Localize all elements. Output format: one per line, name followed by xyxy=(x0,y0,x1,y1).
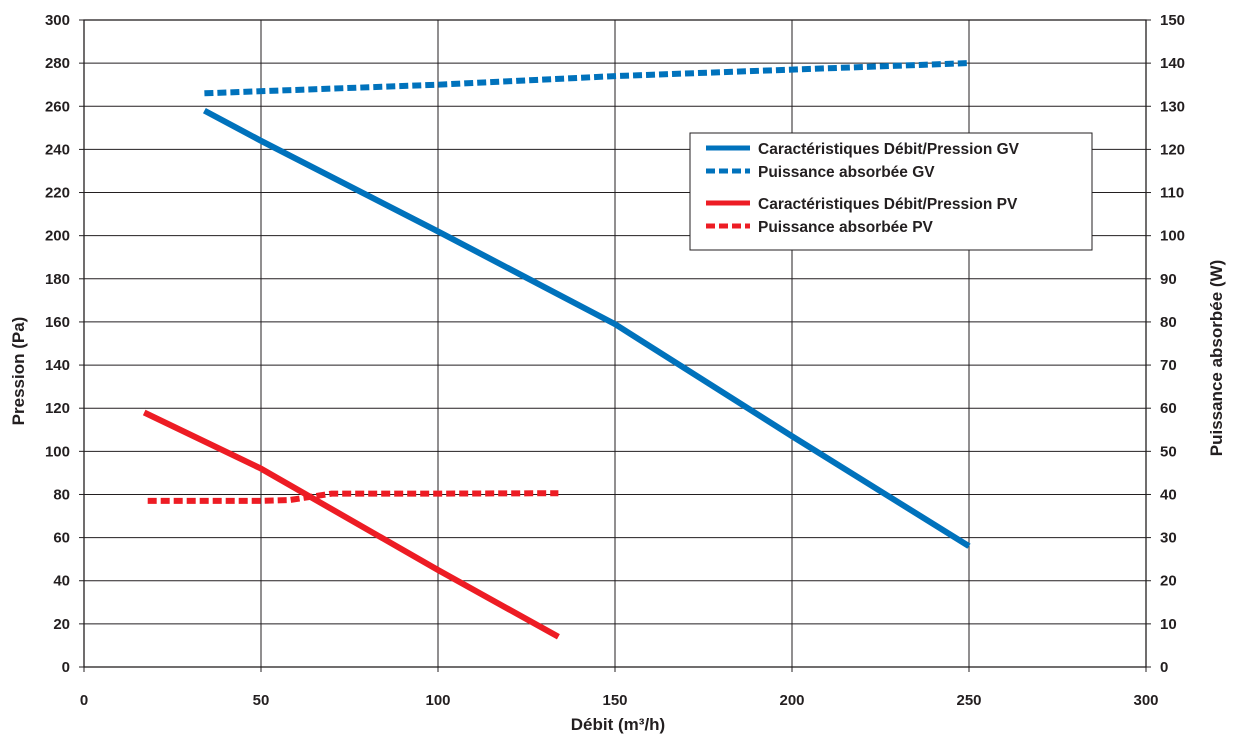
left-tick-label: 180 xyxy=(45,271,70,288)
right-axis-ticks: 0 10 20 30 40 50 60 70 80 90 100 110 120 130 140 150 xyxy=(1146,12,1185,676)
left-tick-label: 280 xyxy=(45,55,70,72)
right-tick-label: 80 xyxy=(1160,314,1177,331)
series-line-pv-pressure xyxy=(142,409,560,640)
left-tick-label: 240 xyxy=(45,141,70,158)
x-axis-ticks: 0 50 100 150 200 250 300 xyxy=(80,667,1159,709)
right-tick-label: 0 xyxy=(1160,659,1168,676)
legend-label-pv-power: Puissance absorbée PV xyxy=(758,219,934,236)
legend-box xyxy=(689,132,1093,251)
left-tick-label: 80 xyxy=(53,486,70,503)
right-tick-label: 120 xyxy=(1160,141,1185,158)
x-axis-title: Débit (m³/h) xyxy=(571,715,665,734)
left-tick-label: 160 xyxy=(45,314,70,331)
x-tick-label: 250 xyxy=(956,692,981,709)
left-tick-label: 260 xyxy=(45,98,70,115)
right-tick-label: 130 xyxy=(1160,98,1185,115)
x-tick-label: 150 xyxy=(602,692,627,709)
x-tick-label: 0 xyxy=(80,692,88,709)
right-tick-label: 10 xyxy=(1160,616,1177,633)
right-tick-label: 140 xyxy=(1160,55,1185,72)
right-tick-label: 20 xyxy=(1160,573,1177,590)
x-tick-label: 50 xyxy=(253,692,270,709)
series-line-gv-pressure xyxy=(202,107,971,549)
left-tick-label: 20 xyxy=(53,616,70,633)
legend-label-gv-pressure: Caractéristiques Débit/Pression GV xyxy=(758,141,1020,158)
left-axis-title: Pression (Pa) xyxy=(9,317,28,426)
x-tick-label: 200 xyxy=(779,692,804,709)
right-tick-label: 90 xyxy=(1160,271,1177,288)
left-tick-label: 40 xyxy=(53,573,70,590)
series-line-pv-power xyxy=(147,490,559,504)
right-axis-title: Puissance absorbée (W) xyxy=(1207,260,1226,457)
right-tick-label: 60 xyxy=(1160,400,1177,417)
left-axis-ticks: 0 20 40 60 80 100 120 140 160 180 200 220 240 260 280 3… xyxy=(45,12,84,676)
series-layer xyxy=(142,60,971,640)
left-tick-label: 200 xyxy=(45,228,70,245)
right-tick-label: 150 xyxy=(1160,12,1185,29)
legend-label-gv-power: Puissance absorbée GV xyxy=(758,164,935,181)
left-tick-label: 120 xyxy=(45,400,70,417)
left-tick-label: 220 xyxy=(45,185,70,202)
left-tick-label: 0 xyxy=(62,659,70,676)
x-tick-label: 300 xyxy=(1133,692,1158,709)
x-tick-label: 100 xyxy=(425,692,450,709)
right-tick-label: 40 xyxy=(1160,486,1177,503)
right-tick-label: 100 xyxy=(1160,228,1185,245)
right-tick-label: 30 xyxy=(1160,530,1177,547)
legend: Caractéristiques Débit/Pression GV Puiss… xyxy=(689,132,1093,251)
right-tick-label: 110 xyxy=(1160,185,1184,202)
right-tick-label: 70 xyxy=(1160,357,1177,374)
right-tick-label: 50 xyxy=(1160,443,1177,460)
left-tick-label: 60 xyxy=(53,530,70,547)
legend-label-pv-pressure: Caractéristiques Débit/Pression PV xyxy=(758,196,1018,213)
left-tick-label: 140 xyxy=(45,357,70,374)
left-tick-label: 300 xyxy=(45,12,70,29)
left-tick-label: 100 xyxy=(45,443,70,460)
series-line-gv-power xyxy=(204,60,970,97)
